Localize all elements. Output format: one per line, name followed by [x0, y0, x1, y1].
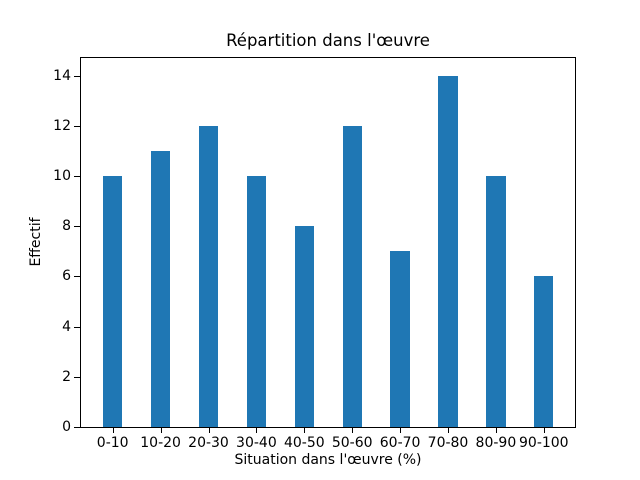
x-tick-label: 0-10 [96, 435, 129, 451]
bar-70-80 [438, 75, 458, 427]
y-tick-label: 2 [62, 368, 71, 385]
x-tick-label: 10-20 [140, 435, 181, 451]
x-tick-label: 20-30 [188, 435, 229, 451]
x-tick-mark [352, 428, 354, 433]
x-tick-mark [448, 428, 449, 433]
x-tick-label: 60-70 [379, 435, 421, 451]
y-tick-mark [74, 377, 80, 378]
chart-title: Répartition dans l'œuvre [226, 31, 430, 50]
y-tick-mark [74, 327, 80, 328]
x-tick-mark [160, 428, 162, 433]
y-tick-mark [74, 226, 80, 227]
x-axis-label: Situation dans l'œuvre (%) [234, 452, 422, 468]
y-tick-mark [74, 427, 80, 428]
y-tick-mark [74, 176, 80, 177]
x-tick-mark [495, 428, 497, 433]
y-tick-label: 4 [62, 318, 71, 335]
bar-60-70 [390, 251, 410, 427]
x-tick-label: 80-90 [475, 435, 517, 451]
x-tick-mark [208, 428, 210, 433]
bar-20-30 [198, 125, 219, 427]
x-tick-mark [304, 428, 306, 433]
y-tick-label: 6 [62, 268, 71, 285]
y-tick-label: 12 [53, 117, 71, 134]
y-tick-label: 10 [53, 167, 71, 184]
y-tick-mark [74, 76, 80, 77]
bar-80-90 [486, 175, 506, 427]
y-tick-mark [74, 276, 80, 277]
y-tick-label: 14 [53, 67, 71, 84]
x-tick-mark [112, 428, 114, 433]
bar-40-50 [294, 226, 314, 427]
y-tick-label: 8 [62, 218, 71, 235]
x-tick-mark [543, 428, 545, 433]
plot-area [80, 57, 576, 428]
y-tick-mark [74, 126, 80, 127]
x-tick-label: 30-40 [236, 435, 277, 451]
y-tick-label: 0 [62, 419, 71, 435]
x-tick-label: 70-80 [427, 435, 469, 451]
x-tick-label: 50-60 [331, 435, 373, 451]
bar-90-100 [534, 276, 554, 427]
bar-30-40 [246, 175, 267, 427]
bar-0-10 [103, 175, 123, 427]
bar-50-60 [342, 125, 362, 427]
x-tick-label: 90-100 [519, 435, 569, 451]
x-tick-mark [400, 428, 402, 433]
bar-10-20 [150, 150, 171, 427]
x-tick-label: 40-50 [283, 435, 325, 451]
x-tick-mark [256, 428, 258, 433]
